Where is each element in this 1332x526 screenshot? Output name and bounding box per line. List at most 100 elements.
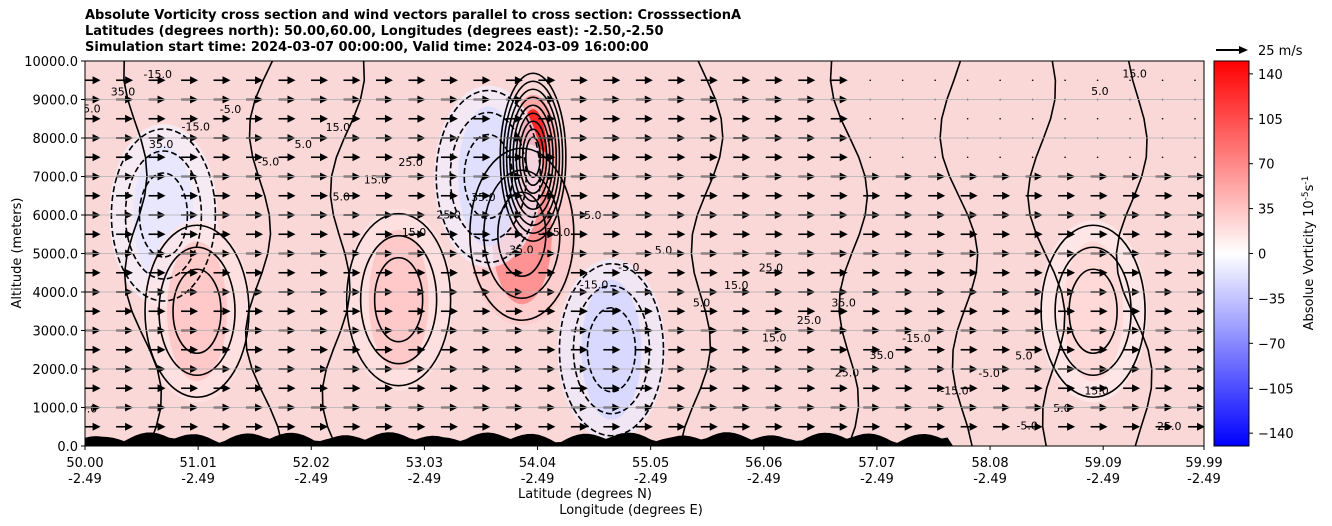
x-tick-label-lon: -2.49	[973, 472, 1007, 487]
wind-vector-head	[449, 384, 458, 393]
wind-vector-head	[1067, 422, 1076, 431]
wind-vector-head	[1164, 268, 1173, 277]
contour-label: 15.0	[364, 173, 389, 186]
wind-vector-head	[774, 191, 783, 200]
wind-vector-head	[612, 345, 621, 354]
wind-vector-head	[482, 268, 491, 277]
wind-vector-head	[579, 307, 588, 316]
wind-vector-head	[352, 114, 361, 123]
wind-vector-head	[839, 307, 848, 316]
wind-vector-head	[1132, 307, 1141, 316]
wind-vector	[934, 117, 936, 120]
wind-vector-head	[677, 307, 686, 316]
x-tick-label-lat: 57.07	[858, 456, 895, 471]
wind-vector-head	[287, 268, 296, 277]
wind-vector-head	[417, 191, 426, 200]
wind-vector-head	[157, 307, 166, 316]
wind-vector-head	[969, 345, 978, 354]
wind-vector-head	[449, 422, 458, 431]
wind-vector-head	[190, 307, 199, 316]
wind-vector-head	[482, 345, 491, 354]
wind-vector-head	[1099, 345, 1108, 354]
wind-vector-head	[449, 76, 458, 85]
wind-vector-head	[579, 153, 588, 162]
x-tick-label-lat: 54.04	[519, 456, 556, 471]
wind-vector	[869, 79, 872, 82]
wind-vector-head	[125, 345, 134, 354]
wind-vector-head	[1132, 191, 1141, 200]
wind-vector-head	[255, 230, 264, 239]
colorbar-tick-label: 0	[1258, 248, 1266, 263]
wind-vector-head	[579, 268, 588, 277]
y-tick-label: 8000.0	[33, 132, 79, 147]
wind-vector-head	[547, 307, 556, 316]
wind-vector-head	[1164, 307, 1173, 316]
wind-vector-head	[255, 345, 264, 354]
wind-vector-head	[417, 230, 426, 239]
contour-line	[586, 306, 637, 393]
wind-vector-head	[287, 191, 296, 200]
wind-vector	[869, 156, 872, 159]
wind-vector-head	[1002, 384, 1011, 393]
wind-vector-head	[125, 230, 134, 239]
wind-vector-head	[514, 153, 523, 162]
wind-vector-head	[417, 76, 426, 85]
contour-label: -15.0	[580, 279, 608, 292]
wind-vector-head	[872, 422, 881, 431]
wind-vector-head	[547, 422, 556, 431]
wind-vector-head	[774, 422, 783, 431]
wind-vector-head	[1099, 384, 1108, 393]
wind-vector-head	[319, 345, 328, 354]
contour-label: 15.0	[762, 331, 787, 344]
wind-vector-head	[287, 422, 296, 431]
wind-vector-head	[969, 191, 978, 200]
wind-vector-head	[1132, 345, 1141, 354]
quiver-key-arrowhead	[1239, 46, 1248, 54]
wind-vector-head	[1067, 230, 1076, 239]
wind-vector-head	[417, 345, 426, 354]
wind-vector-head	[1132, 422, 1141, 431]
wind-vector-head	[287, 307, 296, 316]
wind-vector-head	[937, 191, 946, 200]
wind-vector-head	[482, 384, 491, 393]
colorbar-tick-label: 70	[1258, 158, 1275, 173]
wind-vector-head	[482, 153, 491, 162]
wind-vector-head	[1067, 384, 1076, 393]
wind-vector-head	[352, 422, 361, 431]
wind-vector-head	[677, 384, 686, 393]
wind-vector	[934, 79, 936, 82]
wind-vector-head	[872, 307, 881, 316]
wind-vector-head	[1002, 268, 1011, 277]
wind-vector-head	[612, 422, 621, 431]
wind-vector-head	[612, 114, 621, 123]
wind-vector-head	[514, 422, 523, 431]
wind-vector-head	[807, 307, 816, 316]
wind-vector	[966, 79, 969, 82]
wind-vector-head	[157, 114, 166, 123]
wind-vector-head	[287, 230, 296, 239]
wind-vector-head	[937, 230, 946, 239]
x-axis: 50.00-2.4951.01-2.4952.02-2.4953.03-2.49…	[66, 446, 1223, 487]
wind-vector-head	[125, 114, 134, 123]
wind-vector-head	[807, 114, 816, 123]
wind-vector	[1161, 156, 1164, 159]
contour-label: 35.0	[111, 85, 136, 98]
wind-vector-head	[644, 307, 653, 316]
x-tick-label-lon: -2.49	[634, 472, 668, 487]
contour-label: -15.0	[902, 332, 930, 345]
wind-vector	[1064, 156, 1066, 159]
wind-vector-head	[125, 384, 134, 393]
wind-vector-head	[190, 230, 199, 239]
wind-vector-head	[92, 345, 101, 354]
wind-vector-head	[969, 268, 978, 277]
wind-vector-head	[644, 76, 653, 85]
wind-vector-head	[807, 345, 816, 354]
wind-vector-head	[190, 422, 199, 431]
wind-vector-head	[839, 191, 848, 200]
wind-vector-head	[612, 76, 621, 85]
contour-label: 35.0	[509, 244, 534, 257]
wind-vector-head	[579, 76, 588, 85]
y-axis: 0.0 1000.0 2000.0 3000.0 4000.0 5000.0 6000.0 7…	[24, 55, 85, 455]
wind-vector-head	[92, 422, 101, 431]
wind-vector-head	[612, 230, 621, 239]
